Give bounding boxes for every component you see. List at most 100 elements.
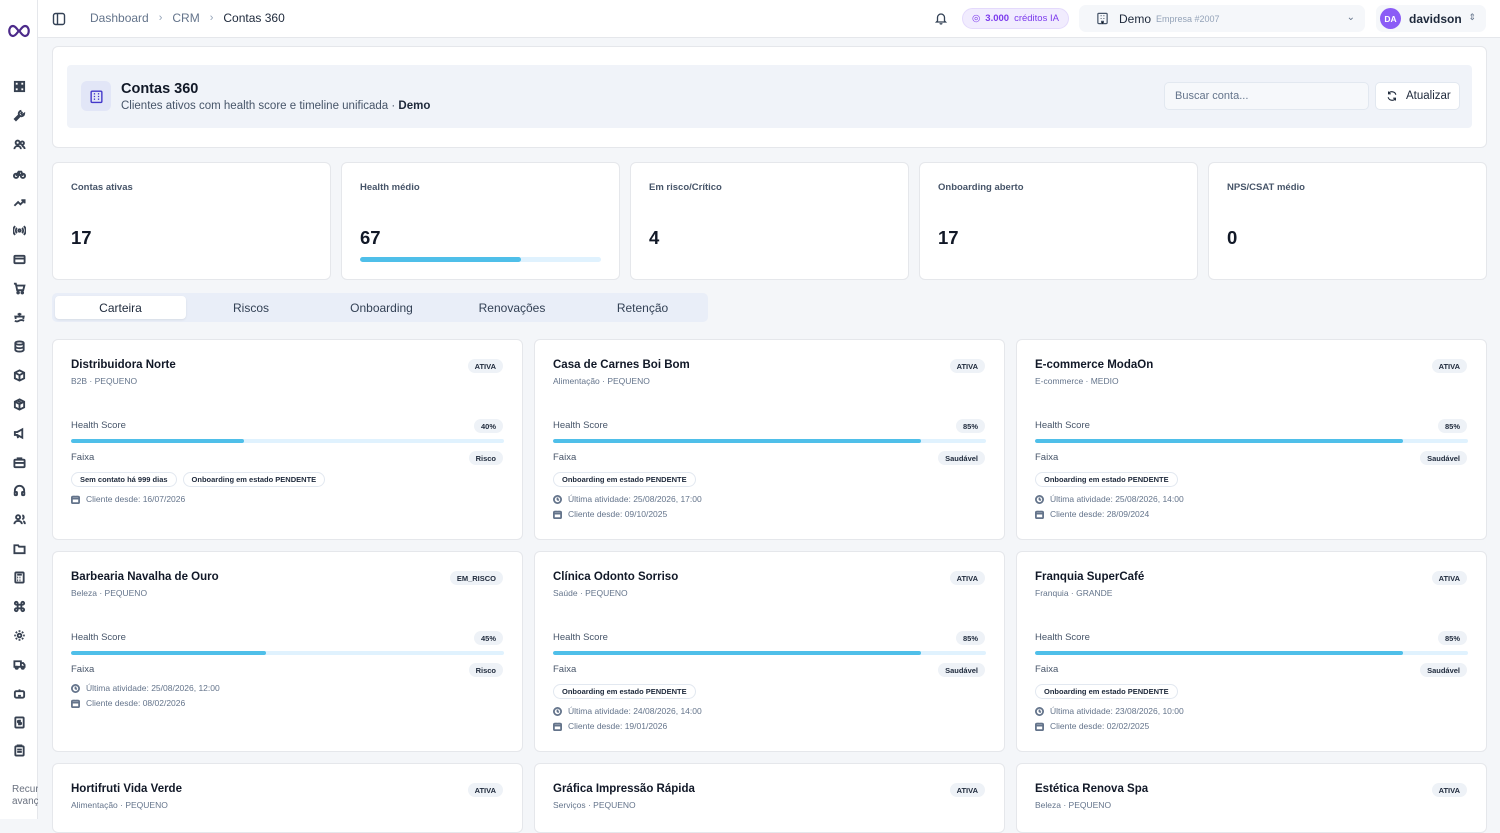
status-badge: ATIVA [1431,571,1467,585]
tab-riscos[interactable]: Riscos [232,300,269,315]
user-menu[interactable]: DA davidson ⇕ [1376,5,1486,32]
sidebar-item[interactable] [0,216,38,245]
health-score-badge: 85% [1437,631,1467,645]
coins-icon: ◎ [972,13,981,24]
faixa-label: Faixa [1035,664,1059,675]
sidebar-item[interactable] [0,592,38,621]
status-badge: ATIVA [1431,359,1467,373]
health-score-label: Health Score [553,420,608,431]
sidebar-item[interactable] [0,274,38,303]
sidebar-item[interactable] [0,303,38,332]
building-icon [81,81,111,111]
ai-credits-badge[interactable]: ◎ 3.000 créditos IA [962,8,1069,29]
cart-icon [13,282,26,295]
bell-icon[interactable] [934,11,948,25]
megaphone-icon [13,427,23,439]
status-badge: ATIVA [467,359,503,373]
box-icon [13,369,25,382]
health-score-bar [71,651,504,655]
kpi-label: Contas ativas [71,182,133,193]
health-score-badge: 40% [473,419,503,433]
subtitle-company: Demo [398,100,431,112]
last-activity: Última atividade: 25/08/2026, 14:00 [1035,494,1184,504]
sidebar-item[interactable] [0,650,38,679]
breadcrumb-dashboard[interactable]: Dashboard [90,11,149,25]
tab-renovações[interactable]: Renovações [478,300,546,315]
panel-toggle-icon[interactable] [52,12,66,26]
sidebar-item[interactable] [0,332,38,361]
sidebar-item[interactable] [0,621,38,650]
account-segment: Beleza · PEQUENO [1035,800,1112,810]
account-segment: Franquia · GRANDE [1035,588,1113,598]
health-score-badge: 45% [473,631,503,645]
account-segment: B2B · PEQUENO [71,376,138,386]
account-name: Casa de Carnes Boi Bom [553,359,690,371]
sidebar-item[interactable] [0,361,38,390]
logo-icon[interactable] [7,24,31,38]
client-since: Cliente desde: 02/02/2025 [1035,721,1149,731]
account-card[interactable]: Barbearia Navalha de Ouro Beleza · PEQUEN… [52,551,523,752]
health-score-bar [553,651,986,655]
briefcase-icon [12,456,26,468]
company-code: Empresa #2007 [1156,13,1220,24]
credits-amount: 3.000 [985,13,1010,24]
sidebar-item[interactable] [0,736,38,765]
account-card[interactable]: Hortifruti Vida Verde Alimentação · PEQUE… [52,763,523,833]
health-score-label: Health Score [1035,632,1090,643]
clock-icon [1035,706,1044,716]
sidebar-item[interactable] [0,245,38,274]
sidebar-item[interactable] [0,130,38,159]
kpi-value: 17 [71,227,92,248]
tab-retenção[interactable]: Retenção [616,300,669,315]
sidebar-item[interactable] [0,679,38,708]
sidebar-item[interactable] [0,505,38,534]
chevron-down-icon: ⌄ [1346,12,1355,23]
sidebar-item[interactable] [0,159,38,188]
tab-onboarding[interactable]: Onboarding [350,300,413,315]
dashboard-icon [13,80,25,93]
company-selector[interactable]: Demo Empresa #2007 ⌄ [1079,5,1365,32]
sidebar-item[interactable] [0,476,38,505]
health-score-label: Health Score [71,420,126,431]
sidebar-item[interactable] [0,101,38,130]
account-card[interactable]: Gráfica Impressão Rápida Serviços · PEQUE… [534,763,1005,833]
alert-chip: Sem contato há 999 dias [71,472,177,487]
calculator-icon [13,571,25,584]
last-activity: Última atividade: 25/08/2026, 12:00 [71,683,220,693]
sidebar-item[interactable] [0,188,38,217]
sidebar-item[interactable] [0,563,38,592]
sidebar-item[interactable] [0,448,38,477]
calendar-icon [71,699,80,708]
health-score-bar [1035,651,1468,655]
kpi-card: Onboarding aberto 17 [919,162,1198,280]
search-input[interactable] [1164,82,1369,110]
faixa-badge: Risco [468,451,503,465]
sidebar-item[interactable] [0,419,38,448]
sidebar-item[interactable] [0,390,38,419]
kpi-card: NPS/CSAT médio 0 [1208,162,1487,280]
last-activity-text: Última atividade: 25/08/2026, 14:00 [1050,494,1184,504]
sidebar-item[interactable] [0,72,38,101]
building-icon [1097,12,1108,25]
health-score-label: Health Score [1035,420,1090,431]
account-card[interactable]: Franquia SuperCafé Franquia · GRANDE ATIVA… [1016,551,1487,752]
sidebar: Recur avanç [0,0,38,819]
refresh-icon [1387,91,1397,101]
trending-icon [13,198,26,206]
kpi-card: Contas ativas 17 [52,162,331,280]
sidebar-item[interactable] [0,534,38,563]
tab-carteira[interactable]: Carteira [55,296,186,319]
client-since-text: Cliente desde: 28/09/2024 [1050,509,1150,519]
refresh-button[interactable]: Atualizar [1375,82,1460,110]
kpi-label: Onboarding aberto [938,182,1024,193]
calendar-icon [553,722,562,731]
breadcrumb-crm[interactable]: CRM [172,11,200,25]
account-card[interactable]: E-commerce ModaOn E-commerce · MEDIO ATIVA… [1016,339,1487,540]
account-card[interactable]: Distribuidora Norte B2B · PEQUENO ATIVA Hea… [52,339,523,540]
sidebar-item[interactable] [0,708,38,737]
account-card[interactable]: Estética Renova Spa Beleza · PEQUENO ATIVA [1016,763,1487,833]
account-card[interactable]: Clínica Odonto Sorriso Saúde · PEQUENO ATI… [534,551,1005,752]
bike-icon [12,170,26,179]
client-since-text: Cliente desde: 02/02/2025 [1050,721,1150,731]
account-card[interactable]: Casa de Carnes Boi Bom Alimentação · PEQU… [534,339,1005,540]
